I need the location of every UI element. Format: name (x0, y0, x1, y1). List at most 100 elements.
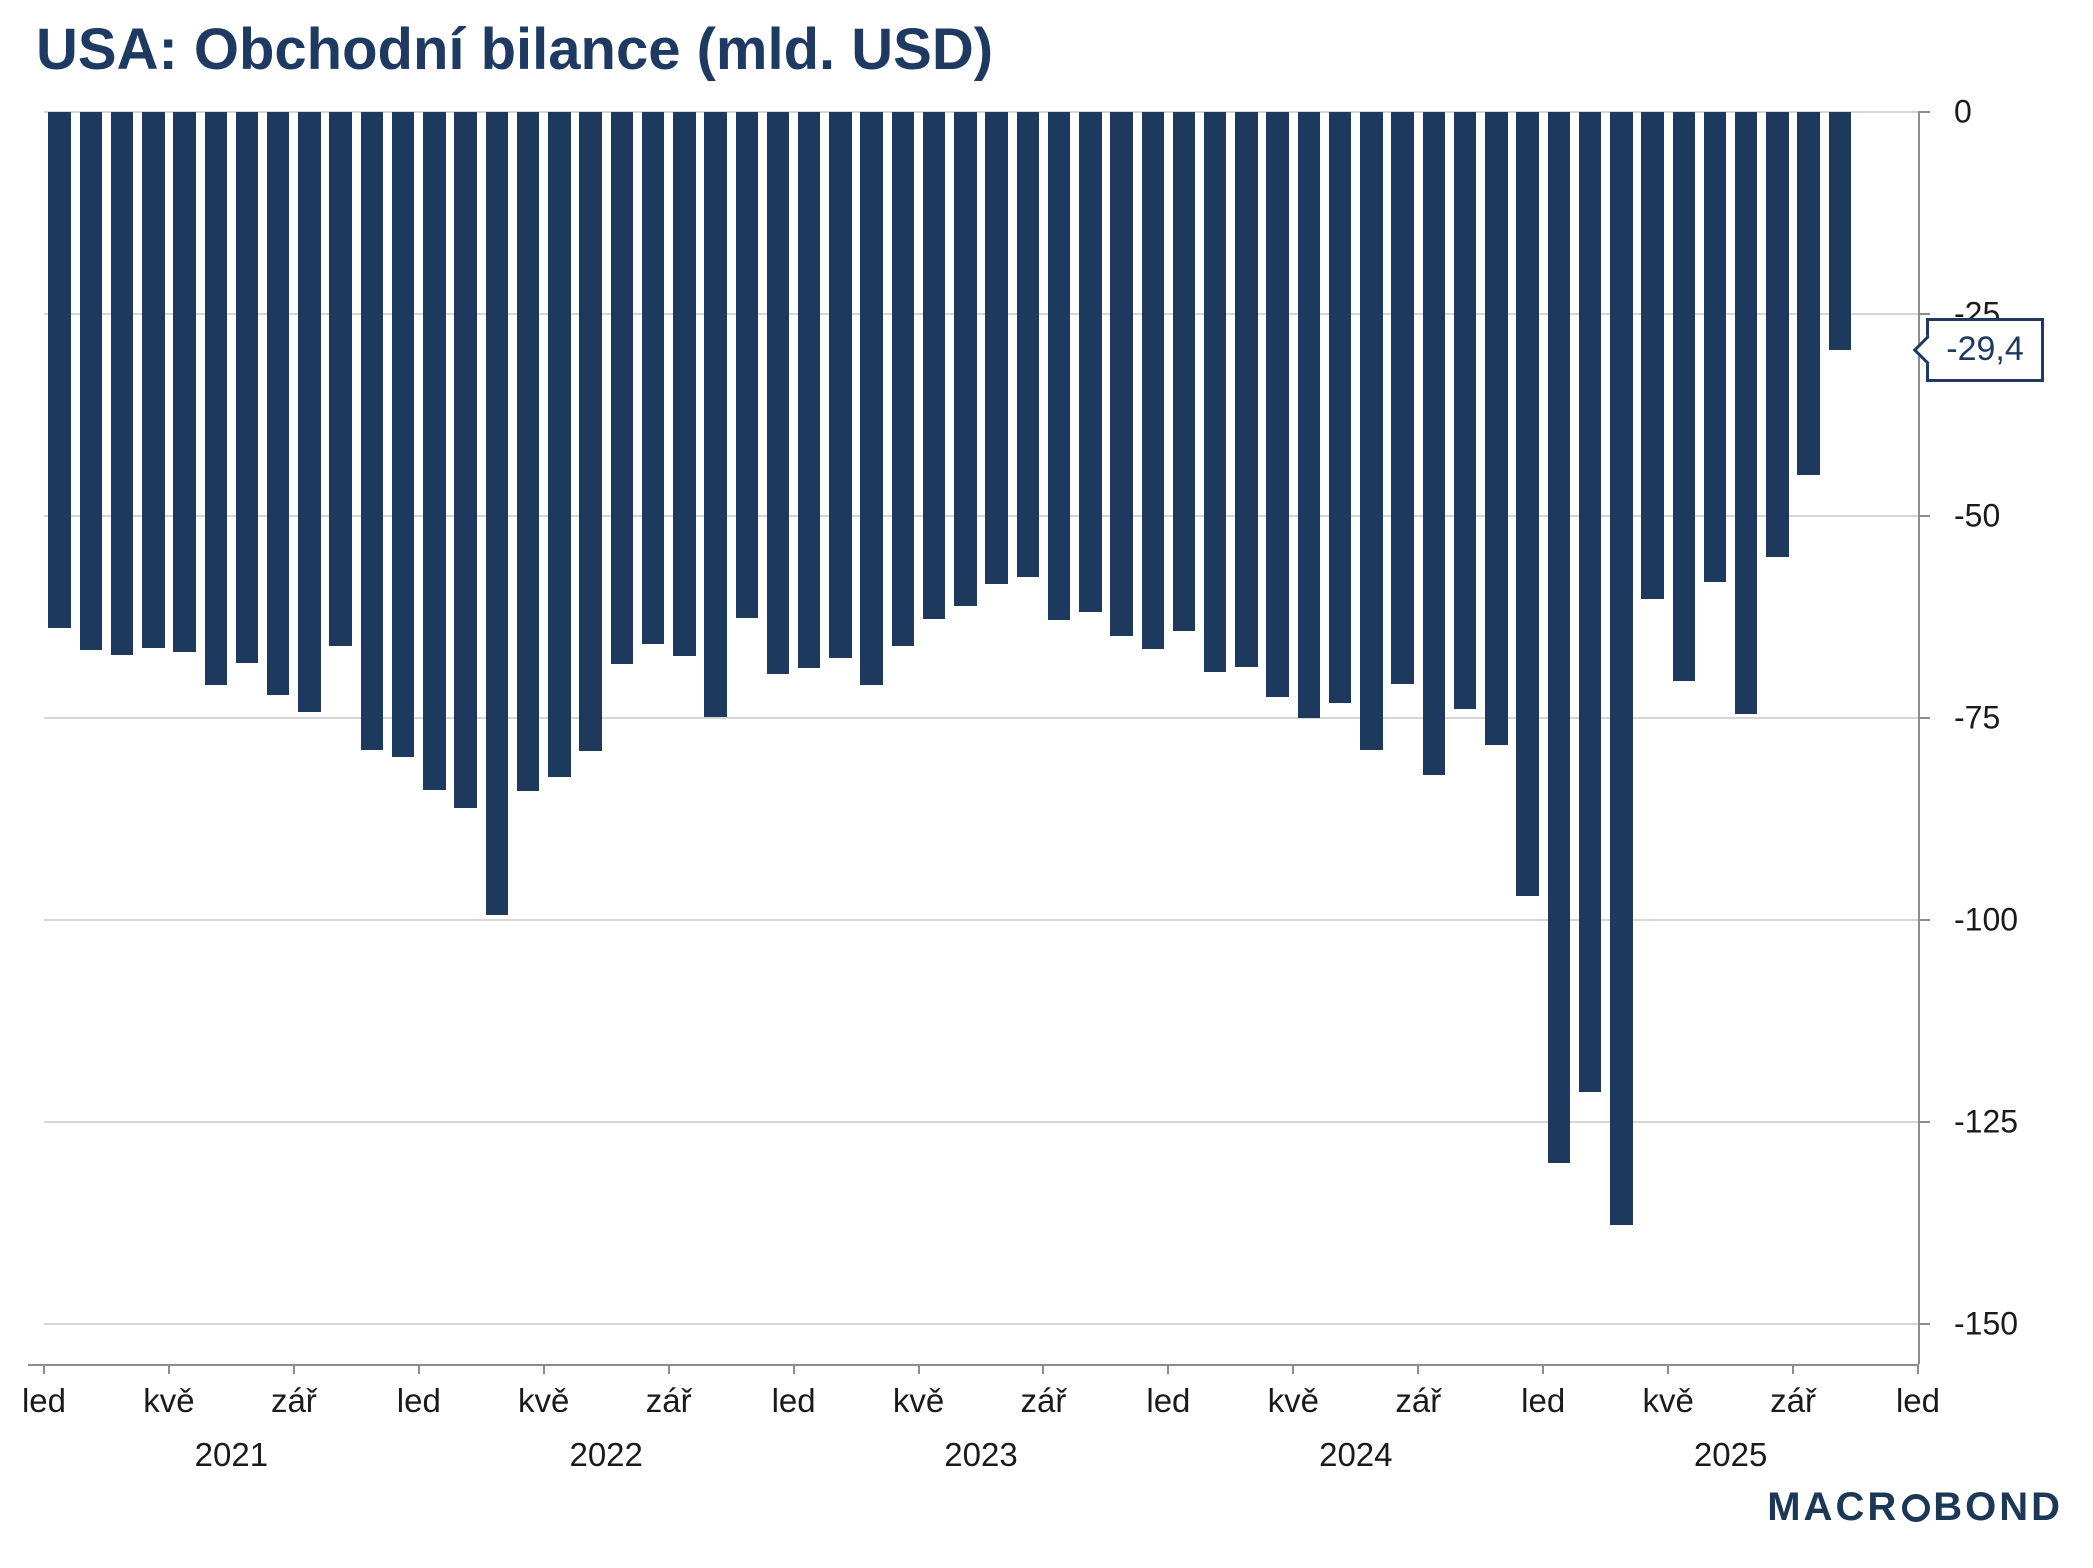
last-value-callout: -29,4 (1926, 317, 2044, 382)
x-axis-label: kvě (143, 1382, 195, 1419)
x-axis-line (28, 1364, 1918, 1366)
bar (1828, 112, 1852, 350)
bar (766, 112, 790, 674)
bar (1734, 112, 1758, 714)
x-axis-label: kvě (892, 1382, 945, 1419)
year-label: 2023 (944, 1436, 1018, 1473)
gridline (44, 717, 1918, 719)
bar (329, 112, 352, 647)
bar (985, 112, 1008, 584)
x-axis-label: led (1895, 1382, 1941, 1419)
x-axis-tick (167, 1364, 170, 1374)
bar (797, 112, 821, 668)
bar (142, 112, 165, 648)
y-axis-tick (1918, 313, 1930, 315)
bar (1360, 112, 1383, 750)
bar (423, 112, 446, 790)
year-label: 2022 (569, 1436, 643, 1473)
bar (1141, 112, 1165, 649)
x-axis-tick (792, 1364, 795, 1374)
x-axis-label: led (21, 1382, 67, 1419)
bar (1797, 112, 1820, 475)
logo-circle-o-icon (1902, 1493, 1931, 1522)
bar (298, 112, 321, 713)
logo-text-pre: MACR (1767, 1485, 1900, 1529)
bar (1391, 112, 1414, 685)
bar (1766, 112, 1789, 558)
x-axis-tick (292, 1364, 295, 1374)
bar (1672, 112, 1695, 681)
bar (1297, 112, 1321, 718)
year-label: 2025 (1693, 1436, 1768, 1473)
x-axis-tick (1042, 1364, 1045, 1374)
y-axis-tick (1918, 111, 1930, 113)
bar (1485, 112, 1508, 745)
y-axis-tick (1918, 919, 1930, 921)
y-axis-label: -125 (1954, 1103, 2019, 1140)
bar (641, 112, 665, 645)
x-axis-label: led (396, 1382, 441, 1419)
x-axis-label: led (1146, 1382, 1191, 1419)
bar (704, 112, 727, 718)
bar (48, 112, 71, 628)
bar (110, 112, 134, 655)
bar (1422, 112, 1446, 775)
macrobond-logo: MACR BOND (1767, 1485, 2063, 1530)
bar (1578, 112, 1602, 1093)
y-axis-label: 0 (1954, 93, 1972, 130)
x-axis-tick (1167, 1364, 1170, 1374)
bar (391, 112, 415, 757)
bar (485, 112, 509, 916)
x-axis-tick (43, 1364, 45, 1374)
bar (1110, 112, 1133, 637)
x-axis-label: kvě (1642, 1382, 1694, 1419)
y-axis-label: -75 (1954, 699, 2001, 736)
gridline (44, 313, 1918, 315)
x-axis-tick (1792, 1364, 1795, 1374)
bar (1328, 112, 1352, 703)
bar (1079, 112, 1102, 613)
y-axis-tick (1918, 717, 1930, 719)
x-axis-label: zář (645, 1382, 692, 1419)
bar (204, 112, 228, 685)
x-axis-label: led (1521, 1382, 1566, 1419)
bar (79, 112, 103, 651)
logo-text-post: BOND (1933, 1485, 2063, 1529)
bar (1204, 112, 1227, 672)
bar (267, 112, 290, 695)
bar (360, 112, 384, 750)
year-label: 2024 (1319, 1436, 1393, 1473)
x-axis-tick (542, 1364, 545, 1374)
bar (829, 112, 852, 659)
bar (173, 112, 196, 652)
x-axis-tick (1667, 1364, 1670, 1374)
gridline (44, 1323, 1918, 1325)
x-axis-label: zář (1770, 1382, 1816, 1419)
gridline (44, 1121, 1918, 1123)
bar (516, 112, 540, 791)
chart-title: USA: Obchodní bilance (mld. USD) (36, 17, 994, 82)
x-axis-tick (1917, 1364, 1919, 1374)
bar (1516, 112, 1539, 896)
x-axis-tick (1542, 1364, 1545, 1374)
x-axis-label: zář (270, 1382, 317, 1419)
y-axis-label: -150 (1954, 1305, 2019, 1342)
x-axis-label: zář (1395, 1382, 1442, 1419)
y-axis-tick (1918, 515, 1930, 517)
x-axis-tick (667, 1364, 670, 1374)
bar (891, 112, 915, 647)
bar (860, 112, 883, 685)
x-axis-tick (417, 1364, 420, 1374)
bar (1172, 112, 1196, 631)
bar (735, 112, 758, 618)
bar (1235, 112, 1258, 668)
bar (1641, 112, 1664, 600)
bar (1703, 112, 1727, 583)
x-axis-label: kvě (1267, 1382, 1320, 1419)
bar (1453, 112, 1477, 710)
x-axis-label: kvě (518, 1382, 570, 1419)
bar (954, 112, 977, 607)
x-axis-label: led (771, 1382, 816, 1419)
